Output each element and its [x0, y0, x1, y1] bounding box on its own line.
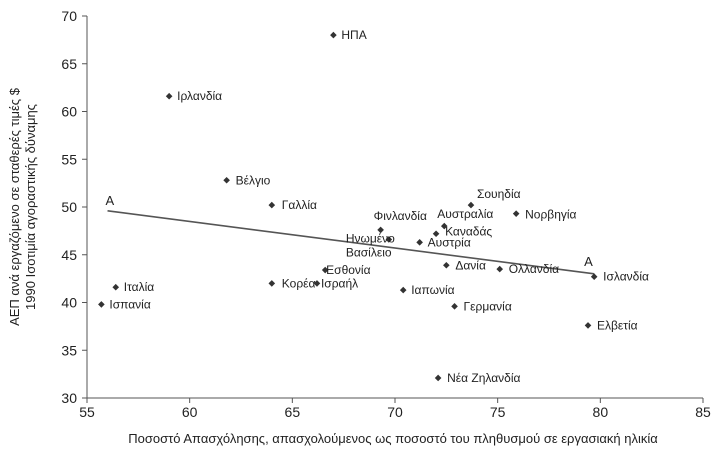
data-point [268, 201, 276, 209]
data-point [440, 222, 448, 230]
point-label: Γερμανία [464, 299, 512, 313]
point-label: Δανία [455, 258, 486, 272]
point-label: Ιρλανδία [177, 89, 222, 103]
x-tick-label: 60 [182, 404, 198, 420]
y-tick-label: 60 [61, 104, 77, 120]
x-tick-label: 75 [490, 404, 506, 420]
point-label: Κορέα [282, 276, 316, 290]
point-label: Εσθονία [326, 263, 370, 277]
point-label: Ολλανδία [509, 262, 559, 276]
data-point [590, 273, 598, 281]
point-label: Ιαπωνία [411, 283, 454, 297]
data-point [496, 265, 504, 273]
data-point [512, 210, 520, 217]
data-point [112, 283, 120, 291]
y-tick-label: 45 [61, 247, 77, 263]
axes: 55 60 65 70 75 80 85 30 35 40 45 50 55 60 65 70 [61, 8, 711, 420]
data-point [584, 322, 592, 329]
y-tick-label: 70 [61, 8, 77, 24]
point-label: Φινλανδία [374, 209, 427, 223]
data-point [313, 280, 321, 287]
x-tick-label: 55 [79, 404, 95, 420]
point-label: Ελβετία [597, 318, 638, 332]
trendline-group: AA [106, 193, 595, 275]
x-axis-title: Ποσοστό Απασχόλησης, απασχολούμενος ως π… [128, 431, 658, 446]
point-label: Καναδάς [445, 225, 492, 239]
y-tick-label: 35 [61, 342, 77, 358]
y-tick-label: 40 [61, 295, 77, 311]
point-label: Ισραήλ [321, 276, 358, 290]
point-label: Ηνωμένο Βασίλειο [346, 231, 395, 259]
point-label: Ιταλία [124, 280, 155, 294]
point-label: Βέλγιο [236, 173, 271, 187]
point-label: Νορβηγία [525, 208, 576, 222]
point-label: Γαλλία [282, 198, 317, 212]
data-point [434, 374, 442, 382]
data-point [165, 92, 173, 100]
x-tick-label: 65 [285, 404, 301, 420]
points-group: ΗΠΑ Ιρλανδία Βέλγιο Γαλλία Σουηδία Νορβηγία Αυ… [98, 28, 649, 385]
data-point [399, 286, 407, 294]
point-label: Σουηδία [477, 187, 521, 201]
data-point [321, 266, 329, 274]
y-axis-title-line1: ΑΕΠ ανά εργαζόμενο σε σταθερές τιμές $ [7, 87, 22, 326]
x-tick-label: 70 [387, 404, 403, 420]
point-label: Νέα Ζηλανδία [447, 371, 520, 385]
point-label: Ισπανία [109, 297, 150, 311]
data-point [330, 31, 337, 39]
point-label: ΗΠΑ [341, 28, 366, 42]
y-tick-label: 30 [61, 390, 77, 406]
trendline-start-label: A [106, 193, 115, 208]
y-tick-label: 65 [61, 56, 77, 72]
trendline [107, 210, 595, 275]
data-point [98, 301, 105, 308]
trendline-end-label: A [584, 254, 593, 269]
data-point [467, 201, 475, 209]
y-tick-label: 55 [61, 151, 77, 167]
point-label: Ισλανδία [603, 270, 649, 284]
data-point [443, 261, 450, 269]
x-tick-label: 80 [593, 404, 609, 420]
point-label: Αυστρία [428, 235, 471, 249]
data-point [268, 280, 276, 287]
y-axis-title-line2: 1990 Ισοτιμία αγοραστικής δύναμης [23, 104, 38, 310]
data-point [416, 239, 423, 246]
point-label: Αυστραλία [437, 207, 493, 221]
x-tick-label: 85 [695, 404, 711, 420]
data-point [385, 236, 393, 243]
data-point [223, 176, 230, 184]
data-point [377, 226, 384, 234]
y-tick-label: 50 [61, 199, 77, 215]
data-point [432, 230, 440, 238]
data-point [451, 303, 458, 310]
